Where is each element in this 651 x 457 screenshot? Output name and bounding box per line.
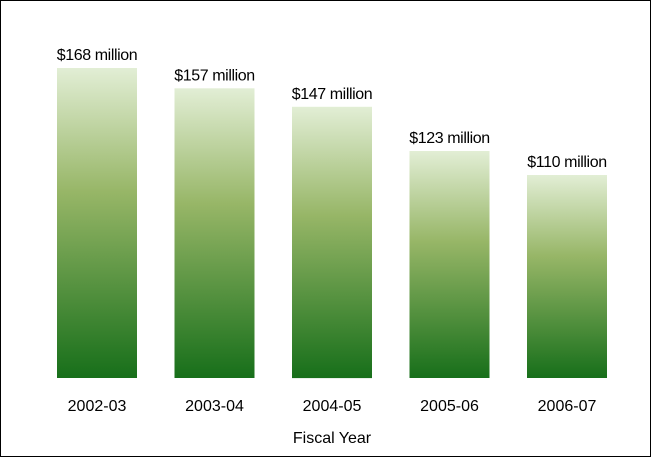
data-label-2005-06: $123 million <box>409 130 490 147</box>
data-label-2006-07: $110 million <box>527 154 606 171</box>
bar-2005-06 <box>409 151 490 378</box>
bar-2002-03 <box>57 68 137 378</box>
data-labels-group: $168 million $157 million $147 million $123… <box>57 47 607 171</box>
bars-group <box>57 68 607 379</box>
x-axis-ticks-group: 2002-03 2003-04 2004-05 2005-06 2006-07 <box>68 398 597 415</box>
bar-2003-04 <box>174 88 255 379</box>
x-tick-label-2002-03: 2002-03 <box>68 398 127 415</box>
x-tick-label-2005-06: 2005-06 <box>420 398 479 415</box>
x-tick-label-2003-04: 2003-04 <box>185 398 244 415</box>
bar-2006-07 <box>527 175 607 378</box>
x-tick-label-2006-07: 2006-07 <box>538 398 597 415</box>
x-tick-label-2004-05: 2004-05 <box>303 398 362 415</box>
bar-2004-05 <box>292 106 372 379</box>
data-label-2002-03: $168 million <box>57 47 138 64</box>
data-label-2004-05: $147 million <box>292 86 373 103</box>
data-label-2003-04: $157 million <box>174 67 255 84</box>
x-axis-title: Fiscal Year <box>293 430 372 447</box>
